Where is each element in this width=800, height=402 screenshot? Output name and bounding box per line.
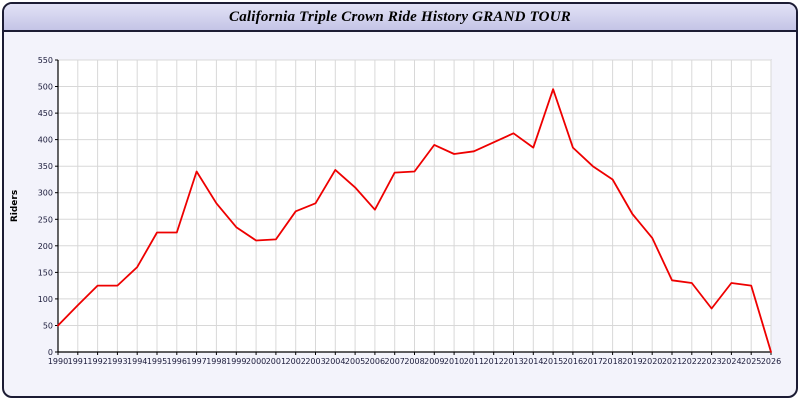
svg-text:2007: 2007 [385, 357, 405, 366]
svg-text:2023: 2023 [701, 357, 721, 366]
svg-text:2017: 2017 [583, 357, 603, 366]
svg-text:1994: 1994 [127, 357, 147, 366]
svg-text:2010: 2010 [444, 357, 464, 366]
svg-text:1998: 1998 [206, 357, 226, 366]
svg-text:1995: 1995 [147, 357, 167, 366]
svg-text:2019: 2019 [622, 357, 642, 366]
svg-text:2001: 2001 [266, 357, 286, 366]
svg-text:200: 200 [38, 242, 53, 251]
svg-text:400: 400 [38, 136, 53, 145]
y-axis-labels: 0 50 100 150 200 250 300 350 400 450 500 550 [38, 56, 58, 357]
svg-text:1996: 1996 [167, 357, 187, 366]
svg-text:2008: 2008 [404, 357, 424, 366]
svg-text:2005: 2005 [345, 357, 365, 366]
svg-text:2025: 2025 [741, 357, 761, 366]
svg-text:1999: 1999 [226, 357, 246, 366]
svg-text:2002: 2002 [286, 357, 306, 366]
svg-text:50: 50 [43, 322, 53, 331]
chart-area: 0 50 100 150 200 250 300 350 400 450 500 550 1990 199… [4, 32, 796, 396]
svg-text:2014: 2014 [523, 357, 543, 366]
svg-text:2021: 2021 [662, 357, 682, 366]
svg-text:0: 0 [48, 348, 53, 357]
chart-title: California Triple Crown Ride History GRA… [229, 8, 571, 25]
gridlines [58, 59, 772, 352]
x-axis-labels: 1990 1991 1992 1993 1994 1995 1996 1997 1998 1999… [48, 352, 781, 366]
svg-text:2000: 2000 [246, 357, 266, 366]
svg-text:550: 550 [38, 56, 53, 65]
svg-text:1990: 1990 [48, 357, 68, 366]
svg-text:2012: 2012 [484, 357, 504, 366]
svg-text:2020: 2020 [642, 357, 662, 366]
svg-text:2004: 2004 [325, 357, 345, 366]
y-axis-title: Riders [10, 190, 20, 222]
svg-text:350: 350 [38, 162, 53, 171]
svg-text:1997: 1997 [186, 357, 206, 366]
svg-text:1992: 1992 [87, 357, 107, 366]
svg-text:1991: 1991 [68, 357, 88, 366]
svg-text:2022: 2022 [682, 357, 702, 366]
svg-text:300: 300 [38, 189, 53, 198]
svg-text:2026: 2026 [761, 357, 781, 366]
svg-text:250: 250 [38, 215, 53, 224]
title-bar: California Triple Crown Ride History GRA… [4, 4, 796, 32]
svg-text:2009: 2009 [424, 357, 444, 366]
svg-text:1993: 1993 [107, 357, 127, 366]
svg-text:450: 450 [38, 109, 53, 118]
svg-text:150: 150 [38, 268, 53, 277]
svg-text:2015: 2015 [543, 357, 563, 366]
svg-text:100: 100 [38, 295, 53, 304]
svg-text:2024: 2024 [721, 357, 741, 366]
svg-text:2016: 2016 [563, 357, 583, 366]
riders-line-series [57, 88, 772, 353]
svg-text:2018: 2018 [602, 357, 622, 366]
svg-text:2013: 2013 [503, 357, 523, 366]
svg-text:500: 500 [38, 83, 53, 92]
svg-text:2011: 2011 [464, 357, 484, 366]
svg-text:2006: 2006 [365, 357, 385, 366]
svg-text:2003: 2003 [305, 357, 325, 366]
